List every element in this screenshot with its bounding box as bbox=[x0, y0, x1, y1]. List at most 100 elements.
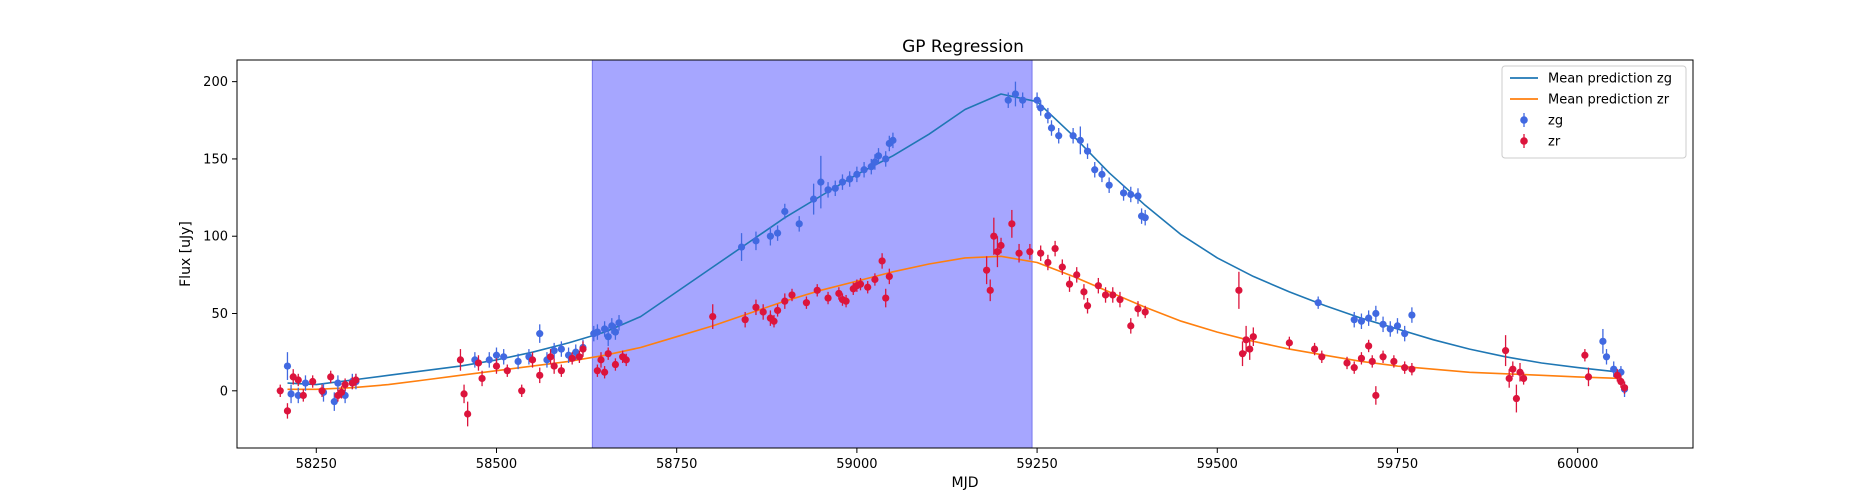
shaded-region-layer bbox=[591, 59, 1033, 449]
point-marker bbox=[1037, 104, 1045, 112]
point-marker bbox=[1044, 258, 1052, 267]
point-marker bbox=[309, 377, 317, 386]
point-marker bbox=[1083, 302, 1092, 310]
x-tick-label: 59250 bbox=[1016, 457, 1057, 472]
point-marker bbox=[1372, 309, 1380, 318]
data-point-zr bbox=[464, 401, 472, 427]
data-point-zg bbox=[810, 183, 818, 215]
data-point-zg bbox=[1379, 316, 1387, 333]
data-point-zg bbox=[557, 341, 565, 357]
plot-frame bbox=[236, 59, 1694, 449]
data-point-zg bbox=[1365, 310, 1373, 326]
point-marker bbox=[546, 353, 555, 361]
point-marker bbox=[575, 353, 583, 361]
point-marker bbox=[528, 356, 537, 364]
point-marker bbox=[337, 388, 346, 396]
data-point-zr bbox=[802, 296, 811, 309]
point-marker bbox=[622, 356, 630, 364]
x-tick-label: 58750 bbox=[656, 457, 697, 472]
data-point-zr bbox=[1065, 276, 1074, 292]
point-marker bbox=[460, 390, 468, 398]
y-axis-label: Flux [uJy] bbox=[178, 221, 194, 287]
data-point-zg bbox=[838, 174, 847, 190]
data-point-zr bbox=[983, 256, 991, 285]
point-marker bbox=[1105, 181, 1113, 189]
data-point-zr bbox=[741, 311, 749, 328]
point-marker bbox=[983, 266, 991, 274]
data-point-zr bbox=[546, 349, 555, 365]
legend-label: Mean prediction zg bbox=[1548, 72, 1672, 87]
data-point-zg bbox=[1105, 177, 1113, 193]
x-tick-label: 59000 bbox=[836, 457, 877, 472]
data-point-zg bbox=[882, 151, 890, 167]
data-point-zg bbox=[853, 166, 861, 183]
data-point-zr bbox=[1512, 384, 1521, 413]
data-point-zg bbox=[737, 233, 746, 261]
data-point-zr bbox=[788, 288, 796, 302]
x-tick-label: 58500 bbox=[476, 457, 517, 472]
point-marker bbox=[860, 166, 868, 174]
point-marker bbox=[1350, 364, 1358, 372]
data-point-zg bbox=[766, 226, 774, 246]
data-point-zr bbox=[885, 268, 893, 285]
data-point-zr bbox=[352, 373, 360, 387]
data-points-layer bbox=[276, 81, 1629, 427]
point-marker bbox=[781, 297, 789, 305]
point-marker bbox=[1401, 364, 1409, 372]
point-marker bbox=[1008, 220, 1016, 228]
point-marker bbox=[294, 391, 302, 400]
data-point-zr bbox=[824, 291, 832, 305]
point-marker bbox=[568, 354, 576, 362]
data-point-zr bbox=[283, 403, 292, 419]
data-point-zr bbox=[1318, 350, 1326, 363]
point-marker bbox=[1091, 166, 1099, 174]
data-point-zr bbox=[1357, 352, 1366, 365]
data-point-zr bbox=[1390, 355, 1398, 368]
point-marker bbox=[1386, 325, 1394, 333]
point-marker bbox=[341, 381, 349, 389]
point-marker bbox=[478, 374, 486, 383]
point-marker bbox=[1379, 353, 1387, 361]
data-point-zg bbox=[1134, 188, 1142, 204]
data-point-zr bbox=[478, 370, 486, 387]
data-point-zr bbox=[759, 304, 767, 320]
point-marker bbox=[1134, 305, 1142, 313]
point-marker bbox=[1613, 371, 1621, 379]
point-marker bbox=[352, 376, 360, 384]
data-point-zg bbox=[795, 216, 803, 232]
y-tick-label: 200 bbox=[203, 75, 228, 90]
point-marker bbox=[1101, 291, 1110, 299]
data-point-zr bbox=[337, 386, 346, 399]
point-marker bbox=[1314, 299, 1322, 307]
point-marker bbox=[990, 232, 998, 240]
point-marker bbox=[550, 347, 558, 355]
point-marker bbox=[817, 178, 825, 186]
point-marker bbox=[615, 319, 623, 327]
point-marker bbox=[889, 136, 897, 144]
data-point-zr bbox=[770, 315, 778, 328]
point-marker bbox=[842, 297, 850, 305]
data-point-zg bbox=[1314, 296, 1322, 309]
point-marker bbox=[1134, 192, 1142, 200]
point-marker bbox=[882, 155, 890, 163]
data-point-zr bbox=[1109, 287, 1117, 303]
point-marker bbox=[1365, 314, 1373, 322]
point-marker bbox=[334, 379, 342, 387]
data-point-zr bbox=[1015, 243, 1023, 263]
point-marker bbox=[327, 373, 335, 381]
point-marker bbox=[885, 272, 893, 281]
axes-layer: 58250 58500 58750 59000 59250 59500 59750 60000… bbox=[203, 75, 1598, 472]
point-marker bbox=[464, 410, 472, 418]
data-point-zr bbox=[871, 273, 879, 286]
point-marker bbox=[593, 367, 601, 375]
point-marker bbox=[1238, 350, 1247, 358]
data-point-zr bbox=[1235, 271, 1243, 309]
data-point-zr bbox=[294, 373, 302, 387]
data-point-zr bbox=[993, 236, 1002, 268]
point-marker bbox=[1505, 374, 1513, 383]
y-tick-label: 150 bbox=[203, 152, 228, 167]
data-point-zg bbox=[550, 342, 558, 359]
point-marker bbox=[1065, 280, 1074, 288]
data-point-zr bbox=[856, 277, 865, 291]
data-point-zr bbox=[327, 370, 335, 384]
